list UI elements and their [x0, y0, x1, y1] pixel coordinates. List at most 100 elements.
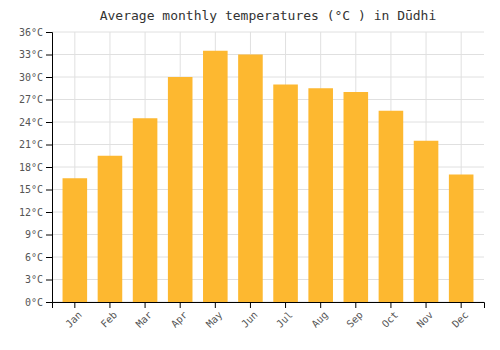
x-tick: Nov — [415, 302, 436, 330]
x-tick: Mar — [134, 302, 155, 330]
x-tick-mark — [145, 302, 146, 308]
y-tick: 9°C — [25, 229, 52, 240]
x-tick: Aug — [309, 302, 330, 330]
x-tick: Jan — [63, 302, 84, 330]
y-tick: 21°C — [19, 139, 52, 150]
y-axis-line — [46, 33, 53, 303]
y-tick: 30°C — [19, 72, 52, 83]
x-tick: Jun — [239, 302, 260, 330]
x-tick-label: Apr — [169, 309, 190, 330]
bar — [308, 88, 333, 302]
y-tick-mark — [46, 235, 52, 236]
y-grid-line — [52, 122, 484, 123]
y-tick: 18°C — [19, 162, 52, 173]
y-tick-label: 9°C — [25, 229, 43, 240]
y-tick-mark — [46, 302, 52, 303]
y-tick: 6°C — [25, 252, 52, 263]
x-axis: Jan Feb Mar Apr May Jun Jul Aug Sep Oct Nov Dec — [53, 302, 485, 330]
y-grid-line — [52, 99, 484, 100]
y-tick-label: 18°C — [19, 162, 43, 173]
y-grid-line — [52, 32, 484, 33]
x-tick-label: Mar — [134, 309, 155, 330]
grid — [52, 32, 484, 302]
y-tick: 0°C — [25, 297, 52, 308]
bar — [63, 178, 88, 302]
bars — [63, 51, 474, 302]
x-tick-label: Jan — [63, 309, 84, 330]
x-tick: Sep — [344, 302, 365, 330]
x-tick-label: Jun — [239, 309, 260, 330]
y-tick-mark — [46, 122, 52, 123]
y-tick-mark — [46, 32, 52, 33]
y-tick: 33°C — [19, 49, 52, 60]
x-tick-label: Feb — [99, 309, 120, 330]
x-tick-mark — [320, 302, 321, 308]
x-tick-label: Jul — [274, 309, 295, 330]
bar — [168, 77, 193, 302]
x-tick-mark — [355, 302, 356, 308]
y-tick: 27°C — [19, 94, 52, 105]
y-tick-mark — [46, 212, 52, 213]
plot: 0°C 3°C 6°C 9°C 12°C 15°C 18°C 21°C 24°C 27°C 30°C… — [19, 27, 485, 330]
y-tick-mark — [46, 55, 52, 56]
y-tick-mark — [46, 280, 52, 281]
y-tick-mark — [46, 167, 52, 168]
y-tick-label: 15°C — [19, 184, 43, 195]
y-tick-mark — [46, 145, 52, 146]
x-tick-mark — [180, 302, 181, 308]
x-tick-label: Dec — [450, 309, 471, 330]
y-tick-label: 0°C — [25, 297, 43, 308]
x-tick-mark — [426, 302, 427, 308]
y-tick-label: 33°C — [19, 49, 43, 60]
y-axis: 0°C 3°C 6°C 9°C 12°C 15°C 18°C 21°C 24°C 27°C 30°C… — [19, 27, 53, 308]
y-tick-mark — [46, 257, 52, 258]
x-tick-mark — [250, 302, 251, 308]
bar — [238, 55, 263, 303]
x-tick-label: Nov — [415, 309, 436, 330]
x-tick-label: Sep — [344, 309, 365, 330]
x-tick: Dec — [450, 302, 471, 330]
x-tick-mark — [390, 302, 391, 308]
y-tick: 12°C — [19, 207, 52, 218]
y-tick-label: 27°C — [19, 94, 43, 105]
x-tick-mark — [285, 302, 286, 308]
y-tick: 3°C — [25, 274, 52, 285]
y-tick: 15°C — [19, 184, 52, 195]
x-tick: Apr — [169, 302, 190, 330]
y-tick-mark — [46, 190, 52, 191]
x-tick-mark — [74, 302, 75, 308]
y-tick: 24°C — [19, 117, 52, 128]
x-tick-label: May — [204, 309, 225, 330]
y-tick-label: 6°C — [25, 252, 43, 263]
bar — [203, 51, 228, 302]
y-tick: 36°C — [19, 27, 52, 38]
bar — [379, 111, 404, 302]
bar — [98, 156, 123, 302]
y-tick-label: 3°C — [25, 274, 43, 285]
x-tick-mark — [215, 302, 216, 308]
bar — [273, 85, 298, 303]
y-grid-line — [52, 54, 484, 55]
x-tick: Oct — [380, 302, 401, 330]
x-tick: Jul — [274, 302, 295, 330]
x-tick: Feb — [99, 302, 120, 330]
bar — [133, 118, 158, 302]
title: Average monthly temperatures (°C ) in Dū… — [100, 8, 437, 23]
y-tick-label: 21°C — [19, 139, 43, 150]
bar — [414, 141, 439, 302]
y-tick-label: 36°C — [19, 27, 43, 38]
y-tick-mark — [46, 100, 52, 101]
y-grid-line — [52, 77, 484, 78]
y-tick-label: 24°C — [19, 117, 43, 128]
bar — [344, 92, 369, 302]
x-axis-line — [53, 303, 485, 309]
x-tick-mark — [109, 302, 110, 308]
y-tick-label: 12°C — [19, 207, 43, 218]
y-tick-mark — [46, 77, 52, 78]
bar — [449, 175, 474, 303]
x-tick-mark — [461, 302, 462, 308]
x-tick: May — [204, 302, 225, 330]
x-tick-label: Aug — [309, 309, 330, 330]
y-tick-label: 30°C — [19, 72, 43, 83]
x-tick-label: Oct — [380, 309, 401, 330]
